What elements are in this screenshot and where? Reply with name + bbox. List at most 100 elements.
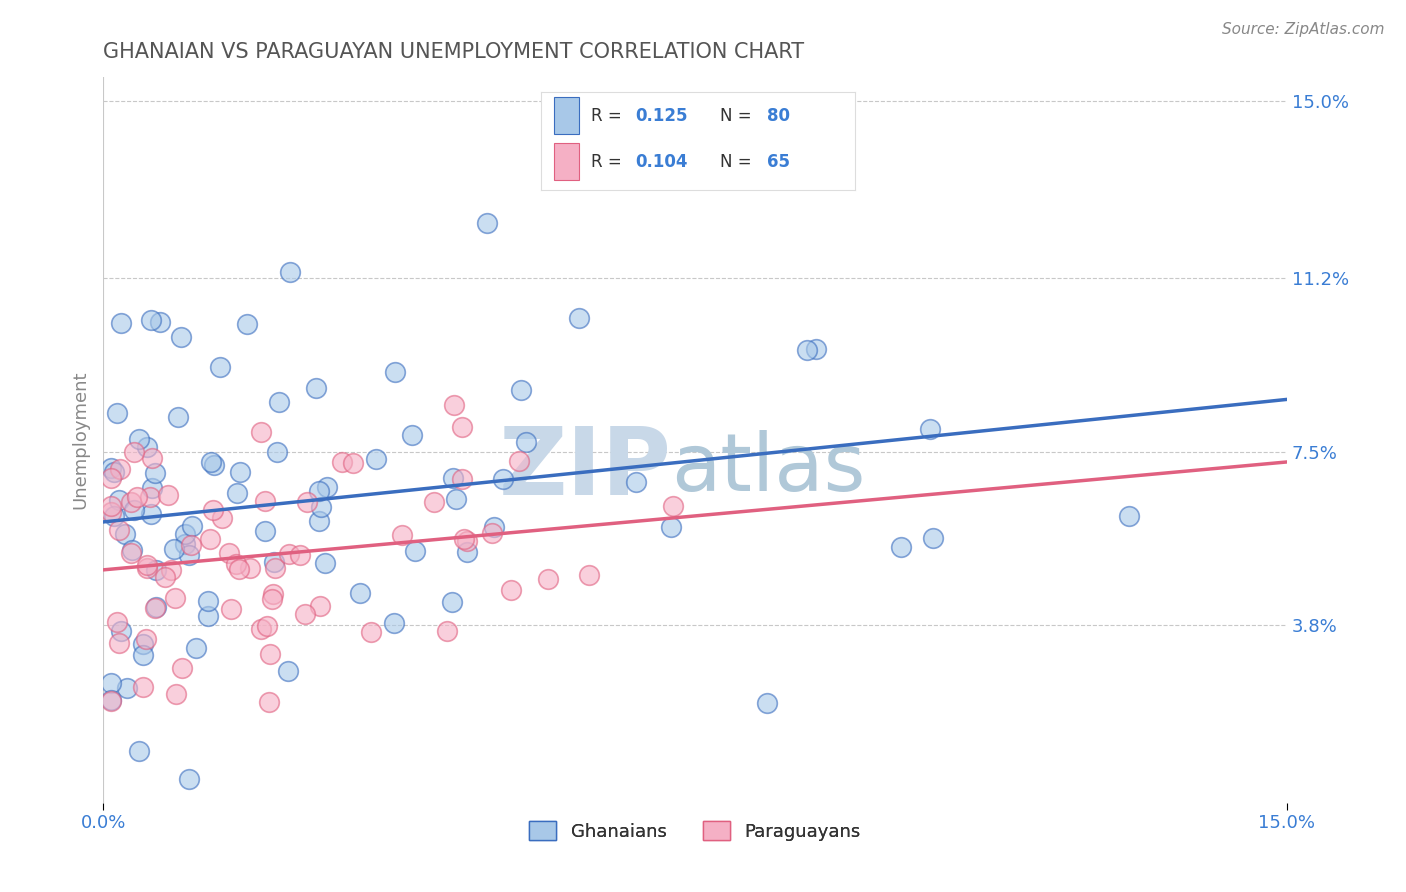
Point xyxy=(314,556,336,570)
Point xyxy=(308,484,330,499)
Point xyxy=(890,540,912,554)
Point xyxy=(446,492,468,507)
Point xyxy=(280,265,302,279)
Point xyxy=(143,466,166,480)
Point xyxy=(145,600,167,615)
Point xyxy=(141,451,163,466)
Point xyxy=(423,495,446,509)
Point xyxy=(141,481,163,495)
Point xyxy=(256,619,278,633)
Point xyxy=(391,528,413,542)
Point xyxy=(226,486,249,500)
Point xyxy=(537,572,560,586)
Point xyxy=(177,772,200,787)
Point xyxy=(249,425,271,439)
Point xyxy=(108,462,131,476)
Point xyxy=(180,519,202,533)
Point xyxy=(228,562,250,576)
Point xyxy=(1118,509,1140,524)
Point xyxy=(163,542,186,557)
Point xyxy=(145,563,167,577)
Point xyxy=(121,542,143,557)
Point xyxy=(297,494,319,508)
Point xyxy=(170,330,193,344)
Point xyxy=(360,625,382,640)
Point xyxy=(451,420,474,434)
Point xyxy=(174,527,197,541)
Point xyxy=(100,505,122,519)
Point xyxy=(179,548,201,562)
Point xyxy=(219,602,242,616)
Point xyxy=(165,687,187,701)
Point xyxy=(122,445,145,459)
Point xyxy=(100,500,122,514)
Y-axis label: Unemployment: Unemployment xyxy=(72,371,89,509)
Point xyxy=(253,524,276,538)
Point xyxy=(509,383,531,397)
Point xyxy=(308,599,330,613)
Point xyxy=(165,591,187,606)
Point xyxy=(662,500,685,514)
Point xyxy=(294,607,316,621)
Point xyxy=(441,595,464,609)
Point xyxy=(456,545,478,559)
Point xyxy=(108,492,131,507)
Point xyxy=(105,615,128,629)
Point xyxy=(110,624,132,639)
Point xyxy=(456,533,478,548)
Point xyxy=(114,527,136,541)
Point xyxy=(508,454,530,468)
Point xyxy=(254,494,277,508)
Point xyxy=(100,694,122,708)
Point xyxy=(103,508,125,523)
Point xyxy=(578,568,600,582)
Point xyxy=(796,343,818,358)
Point xyxy=(453,532,475,546)
Point xyxy=(120,546,142,560)
Point xyxy=(202,502,225,516)
Point xyxy=(278,548,301,562)
Point xyxy=(128,432,150,446)
Point xyxy=(139,490,162,504)
Point xyxy=(186,641,208,656)
Text: GHANAIAN VS PARAGUAYAN UNEMPLOYMENT CORRELATION CHART: GHANAIAN VS PARAGUAYAN UNEMPLOYMENT CORR… xyxy=(103,42,804,62)
Point xyxy=(259,648,281,662)
Point xyxy=(264,560,287,574)
Point xyxy=(139,507,162,521)
Point xyxy=(135,561,157,575)
Point xyxy=(170,661,193,675)
Point xyxy=(100,693,122,707)
Point xyxy=(198,532,221,546)
Point xyxy=(100,676,122,690)
Point xyxy=(626,475,648,489)
Point xyxy=(404,543,426,558)
Point xyxy=(262,587,284,601)
Point xyxy=(211,511,233,525)
Point xyxy=(132,648,155,662)
Point xyxy=(257,695,280,709)
Point xyxy=(117,681,139,696)
Point xyxy=(110,317,132,331)
Text: Source: ZipAtlas.com: Source: ZipAtlas.com xyxy=(1222,22,1385,37)
Point xyxy=(208,359,231,374)
Point xyxy=(484,520,506,534)
Point xyxy=(107,523,129,537)
Legend: Ghanaians, Paraguayans: Ghanaians, Paraguayans xyxy=(522,814,868,848)
Text: atlas: atlas xyxy=(671,430,866,508)
Point xyxy=(661,520,683,534)
Point xyxy=(288,548,311,562)
Point xyxy=(229,465,252,479)
Point xyxy=(100,471,122,485)
Point xyxy=(384,365,406,379)
Point xyxy=(127,491,149,505)
Point xyxy=(918,422,941,436)
Point xyxy=(349,586,371,600)
Point xyxy=(136,558,159,573)
Point xyxy=(143,600,166,615)
Point xyxy=(120,495,142,509)
Point xyxy=(304,381,326,395)
Point xyxy=(239,561,262,575)
Point xyxy=(492,472,515,486)
Point xyxy=(308,514,330,528)
Text: ZIP: ZIP xyxy=(499,423,671,515)
